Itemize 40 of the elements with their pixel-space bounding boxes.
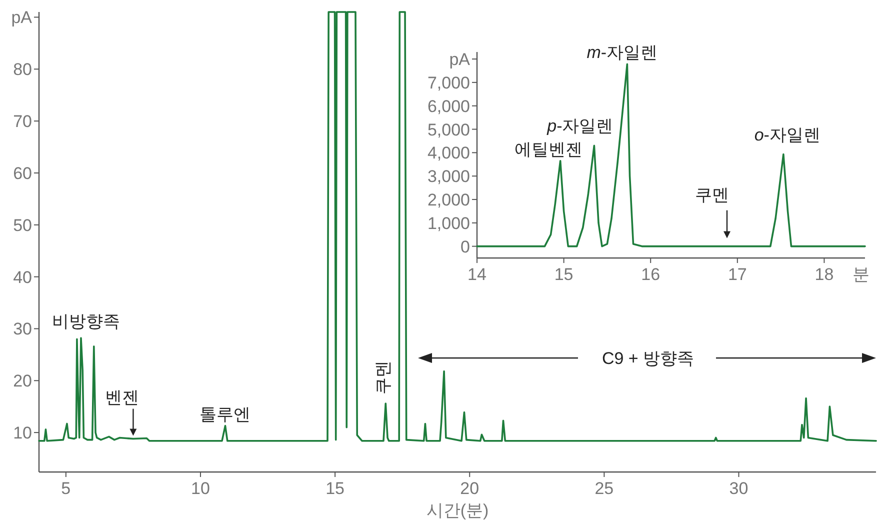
- x-tick-label: 5: [61, 479, 71, 498]
- x-tick-label: 30: [729, 479, 748, 498]
- y-tick-label: 60: [13, 164, 32, 183]
- x-tick-label: 10: [191, 479, 210, 498]
- x-tick-label: 16: [641, 265, 660, 284]
- x-tick-label: 15: [554, 265, 574, 284]
- x-tick-label: 25: [594, 479, 614, 498]
- annotation: o-자일렌: [754, 125, 820, 144]
- annotation: 벤젠: [105, 388, 140, 407]
- x-tick-label: 17: [728, 265, 747, 284]
- annotation: 쿠멘: [694, 185, 729, 204]
- y-tick-label: 3,000: [427, 167, 470, 186]
- y-tick-label: 30: [13, 320, 32, 339]
- y-tick-label: 40: [13, 268, 32, 287]
- annotation: 비방향족: [52, 312, 120, 332]
- y-tick-label: 5,000: [427, 120, 470, 140]
- y-tick-label: 50: [13, 216, 32, 235]
- y-tick-label: 70: [13, 112, 32, 132]
- y-tick-label: pA: [11, 8, 33, 28]
- y-tick-label: 20: [13, 372, 32, 391]
- y-tick-label: pA: [449, 50, 471, 70]
- x-axis-title: 분: [852, 265, 870, 284]
- y-tick-label: 10: [13, 424, 32, 443]
- annotation: C9 + 방향족: [602, 349, 694, 368]
- annotation: 톨루엔: [200, 404, 251, 424]
- y-tick-label: 80: [13, 60, 32, 80]
- annotation: p-자일렌: [546, 116, 614, 136]
- x-axis-title: 시간(분): [426, 501, 489, 520]
- annotation: m-자일렌: [586, 43, 658, 62]
- x-tick-label: 18: [814, 265, 834, 284]
- annotation: 에틸벤젠: [514, 140, 582, 159]
- x-tick-label: 14: [468, 265, 486, 284]
- x-tick-label: 15: [326, 479, 345, 498]
- y-tick-label: 1,000: [427, 214, 470, 233]
- y-tick-label: 7,000: [427, 73, 470, 92]
- y-tick-label: 0: [460, 237, 470, 256]
- y-tick-label: 2,000: [427, 190, 470, 210]
- annotation: 쿠멘: [373, 360, 392, 394]
- y-tick-label: 4,000: [427, 144, 470, 163]
- y-tick-label: 6,000: [427, 96, 470, 116]
